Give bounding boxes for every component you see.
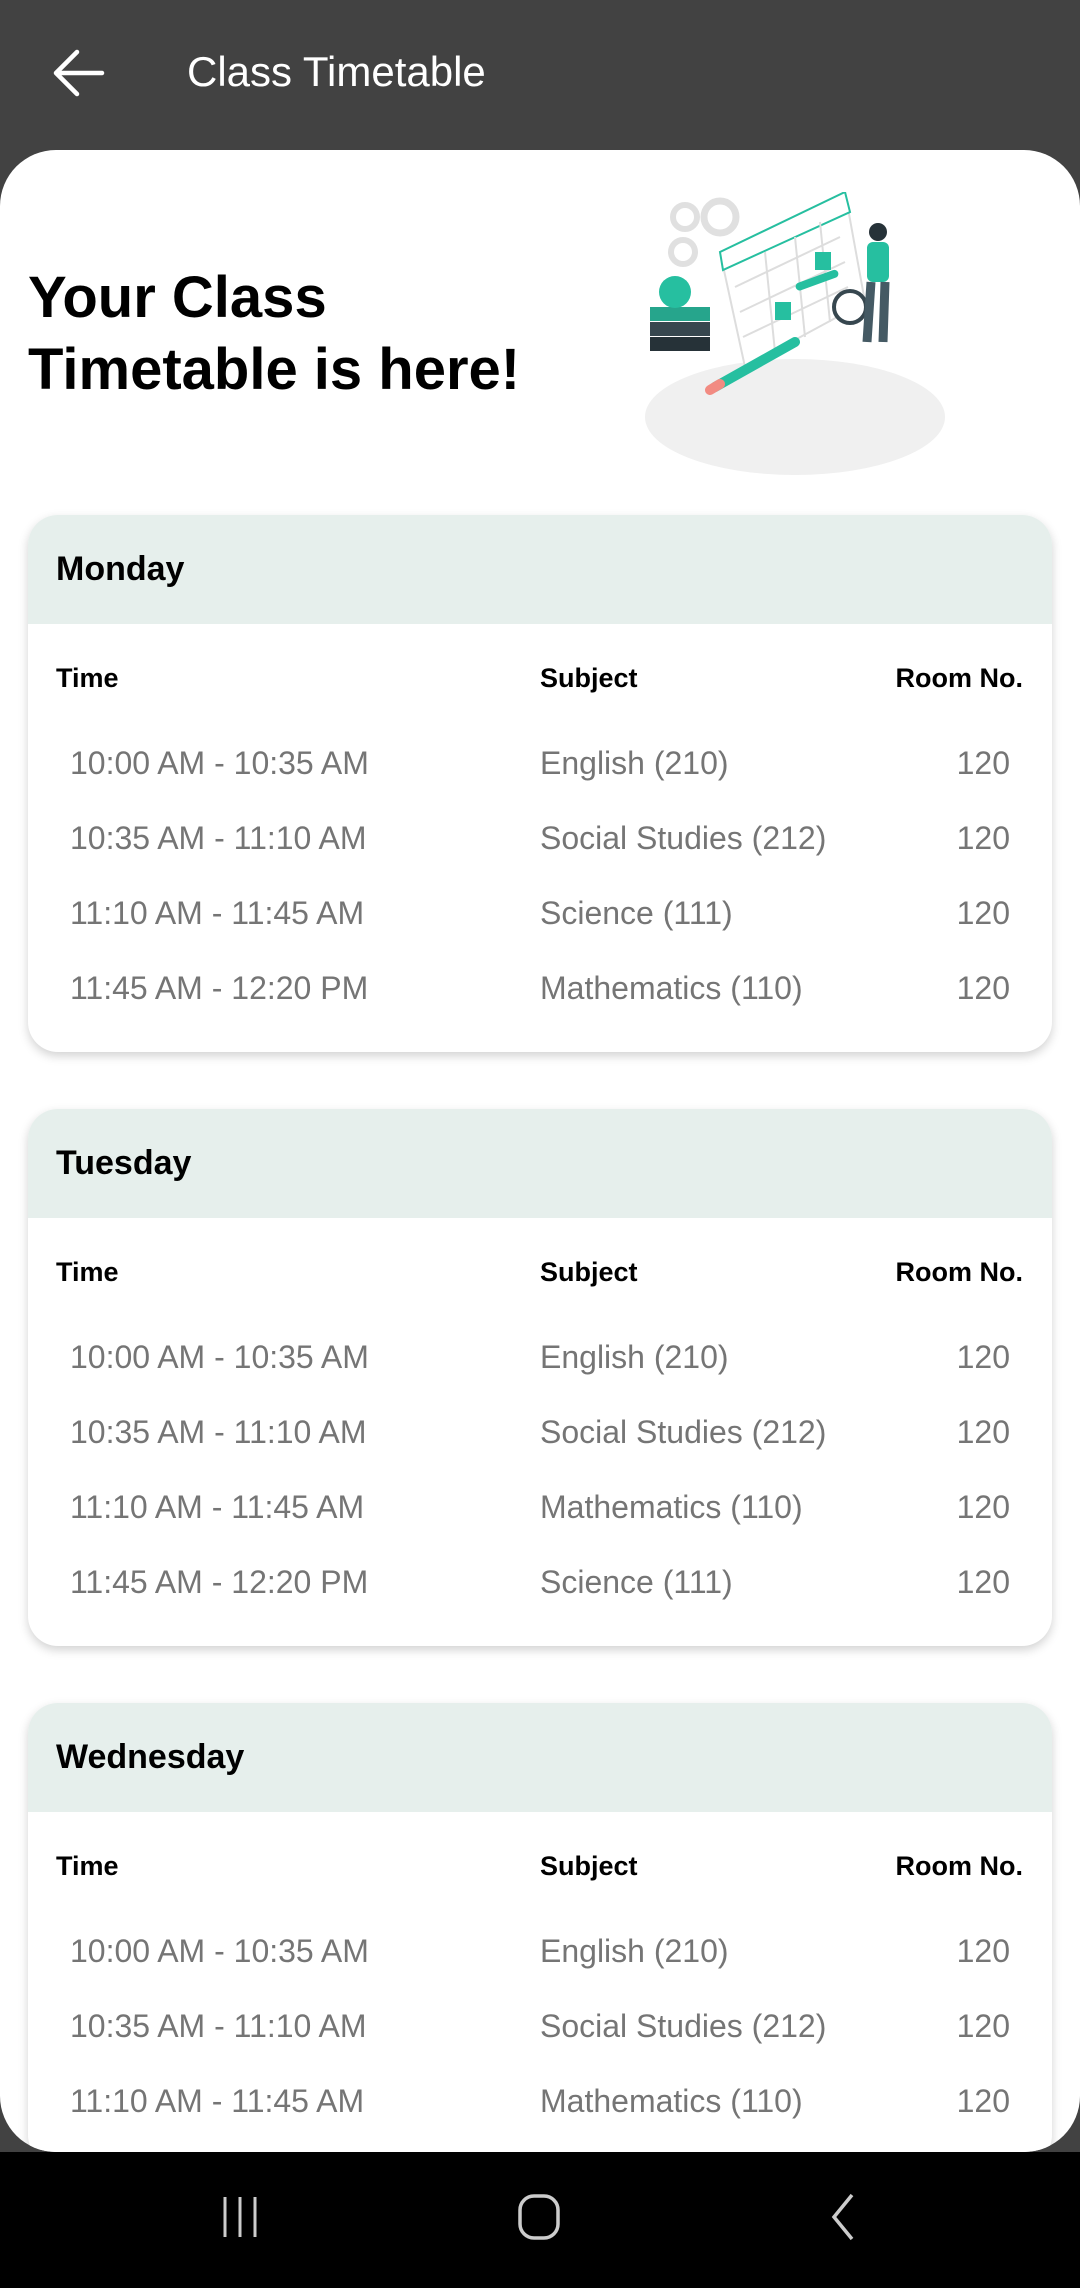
table-row: 10:35 AM - 11:10 AM Social Studies (212)… (28, 1989, 1052, 2064)
table-row: 10:35 AM - 11:10 AM Social Studies (212)… (28, 1395, 1052, 1470)
column-room: Room No. (895, 1851, 1024, 1881)
app-bar: Class Timetable (0, 0, 1080, 150)
row-subject: Social Studies (212) (540, 820, 827, 856)
row-subject: Social Studies (212) (540, 2008, 827, 2044)
hero-heading: Your Class Timetable is here! (28, 262, 520, 406)
row-time: 10:35 AM - 11:10 AM (70, 2008, 367, 2044)
timetable-list[interactable]: Monday Time Subject Room No. 10:00 AM - … (28, 515, 1052, 2152)
column-headers: Time Subject Room No. (28, 1252, 1052, 1292)
column-subject: Subject (540, 663, 638, 693)
day-title: Tuesday (28, 1109, 1052, 1218)
row-subject: English (210) (540, 1339, 729, 1375)
nav-back-icon[interactable] (820, 2192, 870, 2242)
day-card: Wednesday Time Subject Room No. 10:00 AM… (28, 1703, 1052, 2152)
column-subject: Subject (540, 1257, 638, 1287)
row-subject: Mathematics (110) (540, 2083, 803, 2119)
table-row: 10:00 AM - 10:35 AM English (210) 120 (28, 1914, 1052, 1989)
row-room: 120 (956, 895, 1010, 931)
row-subject: Science (111) (540, 895, 733, 931)
table-row: 11:10 AM - 11:45 AM Science (111) 120 (28, 876, 1052, 951)
table-row: 11:10 AM - 11:45 AM Mathematics (110) 12… (28, 2064, 1052, 2139)
row-time: 10:00 AM - 10:35 AM (70, 1339, 369, 1375)
arrow-left-icon[interactable] (50, 44, 108, 102)
page-title: Class Timetable (187, 48, 486, 95)
row-time: 11:10 AM - 11:45 AM (70, 2083, 365, 2119)
column-room: Room No. (895, 1257, 1024, 1287)
hero-line-1: Your Class (28, 265, 327, 330)
column-time: Time (56, 1257, 119, 1287)
row-room: 120 (956, 2083, 1010, 2119)
row-room: 120 (956, 1339, 1010, 1375)
column-room: Room No. (895, 663, 1024, 693)
row-time: 10:35 AM - 11:10 AM (70, 820, 367, 856)
row-subject: English (210) (540, 745, 729, 781)
column-headers: Time Subject Room No. (28, 1846, 1052, 1886)
table-row: 10:35 AM - 11:10 AM Social Studies (212)… (28, 801, 1052, 876)
row-room: 120 (956, 745, 1010, 781)
table-row: 10:00 AM - 10:35 AM English (210) 120 (28, 1320, 1052, 1395)
column-time: Time (56, 663, 119, 693)
row-time: 11:10 AM - 11:45 AM (70, 895, 365, 931)
row-time: 11:10 AM - 11:45 AM (70, 1489, 365, 1525)
row-room: 120 (956, 2008, 1010, 2044)
calendar-schedule-illustration (645, 192, 945, 475)
row-subject: Mathematics (110) (540, 970, 803, 1006)
row-time: 10:00 AM - 10:35 AM (70, 745, 369, 781)
system-nav-bar (0, 2152, 1080, 2288)
table-row: 11:10 AM - 11:45 AM Mathematics (110) 12… (28, 1470, 1052, 1545)
column-time: Time (56, 1851, 119, 1881)
home-icon[interactable] (515, 2192, 565, 2242)
row-time: 11:45 AM - 12:20 PM (70, 970, 369, 1006)
row-room: 120 (956, 970, 1010, 1006)
row-time: 10:00 AM - 10:35 AM (70, 1933, 369, 1969)
day-card: Tuesday Time Subject Room No. 10:00 AM -… (28, 1109, 1052, 1646)
row-room: 120 (956, 820, 1010, 856)
row-room: 120 (956, 1414, 1010, 1450)
column-subject: Subject (540, 1851, 638, 1881)
content-sheet[interactable]: Your Class Timetable is here! Monday Tim… (0, 150, 1080, 2152)
column-headers: Time Subject Room No. (28, 658, 1052, 698)
table-row: 11:45 AM - 12:20 PM Mathematics (110) 12… (28, 951, 1052, 1026)
row-room: 120 (956, 1564, 1010, 1600)
day-title: Wednesday (28, 1703, 1052, 1812)
row-subject: English (210) (540, 1933, 729, 1969)
row-subject: Mathematics (110) (540, 1489, 803, 1525)
hero-line-2: Timetable is here! (28, 337, 521, 402)
table-row: 10:00 AM - 10:35 AM English (210) 120 (28, 726, 1052, 801)
row-subject: Science (111) (540, 1564, 733, 1600)
day-title: Monday (28, 515, 1052, 624)
row-room: 120 (956, 1489, 1010, 1525)
day-card: Monday Time Subject Room No. 10:00 AM - … (28, 515, 1052, 1052)
table-row: 11:45 AM - 12:20 PM Science (111) 120 (28, 1545, 1052, 1620)
row-room: 120 (956, 1933, 1010, 1969)
row-time: 10:35 AM - 11:10 AM (70, 1414, 367, 1450)
row-time: 11:45 AM - 12:20 PM (70, 1564, 369, 1600)
recent-apps-icon[interactable] (215, 2192, 265, 2242)
row-subject: Social Studies (212) (540, 1414, 827, 1450)
